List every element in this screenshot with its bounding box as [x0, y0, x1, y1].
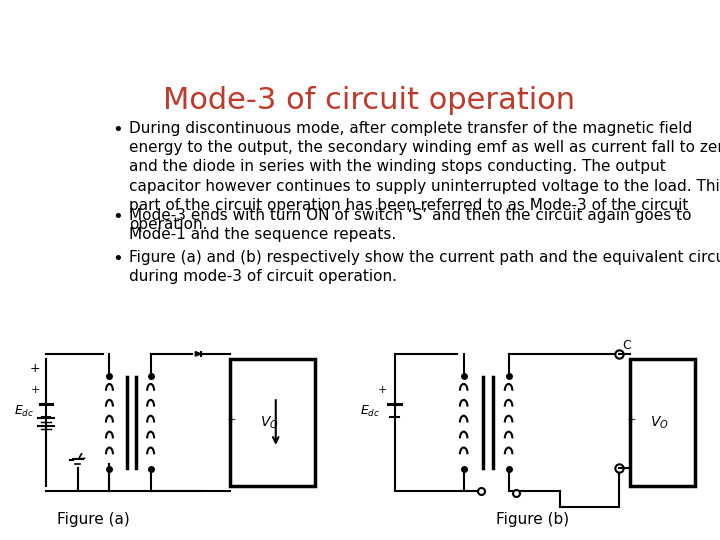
Text: C: C [623, 339, 631, 352]
Text: $V_O$: $V_O$ [260, 414, 279, 431]
Text: $E_{dc}$: $E_{dc}$ [14, 404, 34, 419]
Text: Mode-3 ends with turn ON of switch ‘S’ and then the circuit again goes to
Mode-1: Mode-3 ends with turn ON of switch ‘S’ a… [129, 208, 691, 242]
Text: +: + [30, 362, 40, 375]
Text: •: • [112, 121, 123, 139]
Text: •: • [112, 250, 123, 268]
Text: +: + [378, 385, 387, 395]
Text: +: + [227, 415, 236, 426]
Text: +: + [626, 415, 636, 426]
Bar [629, 359, 696, 485]
Text: Figure (a) and (b) respectively show the current path and the equivalent circuit: Figure (a) and (b) respectively show the… [129, 250, 720, 284]
Text: During discontinuous mode, after complete transfer of the magnetic field
energy : During discontinuous mode, after complet… [129, 121, 720, 232]
Text: •: • [112, 208, 123, 226]
Polygon shape [195, 352, 201, 356]
Text: Figure (b): Figure (b) [496, 512, 570, 527]
Text: $V_O$: $V_O$ [649, 414, 668, 431]
Bar [230, 359, 315, 485]
Text: Mode-3 of circuit operation: Mode-3 of circuit operation [163, 85, 575, 114]
Text: $E_{dc}$: $E_{dc}$ [360, 404, 380, 419]
Text: Figure (a): Figure (a) [57, 512, 130, 527]
Text: +: + [30, 385, 40, 395]
